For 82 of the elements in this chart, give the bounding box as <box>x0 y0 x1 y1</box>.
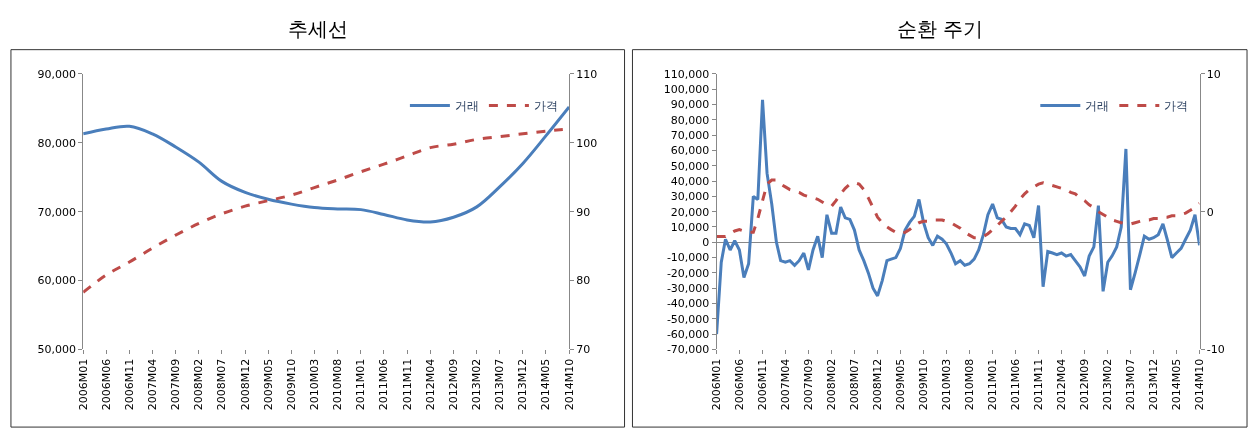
y-tick-label: 70,000 <box>37 205 76 219</box>
y2-tick-label: 80 <box>576 274 591 288</box>
y-tick-label: 70,000 <box>670 129 710 142</box>
y-tick-label: 90,000 <box>37 67 76 81</box>
y2-tick-label: 70 <box>576 343 591 357</box>
x-tick-label: 2014M10 <box>1193 358 1207 411</box>
y-tick-label: 60,000 <box>670 144 710 158</box>
x-tick-label: 2006M11 <box>123 358 136 411</box>
y2-tick-label: 110 <box>576 67 598 81</box>
x-tick-label: 2009M10 <box>917 358 931 411</box>
y-tick-label: -70,000 <box>666 343 710 357</box>
legend-label: 가격 <box>1164 99 1189 114</box>
x-tick-label: 2008M07 <box>848 358 862 411</box>
x-tick-label: 2009M05 <box>261 358 275 411</box>
y-tick-label: -30,000 <box>666 282 710 296</box>
y-tick-label: -60,000 <box>666 328 710 342</box>
x-tick-label: 2012M09 <box>447 358 461 411</box>
x-tick-label: 2007M04 <box>145 358 159 411</box>
legend-label: 거래 <box>454 99 479 114</box>
y-tick-label: 100,000 <box>663 83 710 97</box>
chart-title: 추세선 <box>288 17 348 41</box>
x-tick-label: 2013M02 <box>1101 358 1115 411</box>
y-tick-label: 0 <box>702 236 710 250</box>
x-tick-label: 2014M05 <box>1169 358 1183 411</box>
y-tick-label: 90,000 <box>670 98 710 112</box>
x-tick-label: 2006M01 <box>76 358 90 411</box>
x-tick-label: 2011M06 <box>377 358 391 411</box>
x-tick-label: 2009M05 <box>893 358 907 411</box>
y-tick-label: -40,000 <box>666 297 710 311</box>
y-tick-label: -50,000 <box>666 312 710 326</box>
x-tick-label: 2014M05 <box>539 358 553 411</box>
x-tick-label: 2008M12 <box>871 358 885 411</box>
x-tick-label: 2010M03 <box>939 358 953 411</box>
x-tick-label: 2012M04 <box>1055 358 1069 411</box>
y2-tick-label: 10 <box>1206 67 1221 81</box>
y-tick-label: -20,000 <box>666 266 710 280</box>
y-tick-label: -10,000 <box>666 251 710 265</box>
chart-title: 순환 주기 <box>897 17 984 41</box>
y-tick-label: 50,000 <box>37 343 76 357</box>
x-tick-label: 2007M09 <box>169 358 183 411</box>
x-tick-label: 2013M07 <box>493 358 507 411</box>
y-tick-label: 110,000 <box>663 67 710 81</box>
x-tick-label: 2012M04 <box>423 358 437 411</box>
x-tick-label: 2011M01 <box>354 358 368 411</box>
y-tick-label: 80,000 <box>670 113 710 127</box>
x-tick-label: 2013M07 <box>1124 358 1138 411</box>
x-tick-label: 2006M01 <box>710 358 724 411</box>
y-tick-label: 50,000 <box>670 159 710 173</box>
x-tick-label: 2011M11 <box>400 358 414 411</box>
y2-tick-label: -10 <box>1206 343 1225 357</box>
x-tick-label: 2006M11 <box>756 358 770 411</box>
legend-label: 가격 <box>533 99 558 114</box>
x-tick-label: 2013M02 <box>470 358 484 411</box>
x-tick-label: 2007M09 <box>802 358 816 411</box>
x-tick-label: 2010M08 <box>963 358 977 411</box>
x-tick-label: 2011M01 <box>986 358 1000 411</box>
y-tick-label: 30,000 <box>670 190 710 204</box>
x-tick-label: 2010M08 <box>331 358 345 411</box>
x-tick-label: 2013M12 <box>516 358 530 411</box>
x-tick-label: 2008M02 <box>825 358 839 411</box>
x-tick-label: 2008M12 <box>238 358 252 411</box>
x-tick-label: 2008M07 <box>215 358 229 411</box>
x-tick-label: 2011M06 <box>1008 358 1022 411</box>
x-tick-label: 2009M10 <box>284 358 298 411</box>
y-tick-label: 60,000 <box>37 274 76 288</box>
x-tick-label: 2008M02 <box>192 358 206 411</box>
legend-label: 거래 <box>1085 99 1110 114</box>
y2-tick-label: 100 <box>576 136 598 150</box>
x-tick-label: 2006M06 <box>732 358 746 411</box>
y-tick-label: 40,000 <box>670 174 710 188</box>
x-tick-label: 2013M12 <box>1147 358 1161 411</box>
y-tick-label: 10,000 <box>670 220 710 234</box>
y2-tick-label: 90 <box>576 205 591 219</box>
x-tick-label: 2007M04 <box>778 358 792 411</box>
x-tick-label: 2011M11 <box>1032 358 1046 411</box>
x-tick-label: 2006M06 <box>99 358 113 411</box>
x-tick-label: 2010M03 <box>307 358 321 411</box>
y-tick-label: 20,000 <box>670 205 710 219</box>
x-tick-label: 2012M09 <box>1078 358 1092 411</box>
x-tick-label: 2014M10 <box>562 358 576 411</box>
y2-tick-label: 0 <box>1206 205 1214 219</box>
y-tick-label: 80,000 <box>37 136 76 150</box>
